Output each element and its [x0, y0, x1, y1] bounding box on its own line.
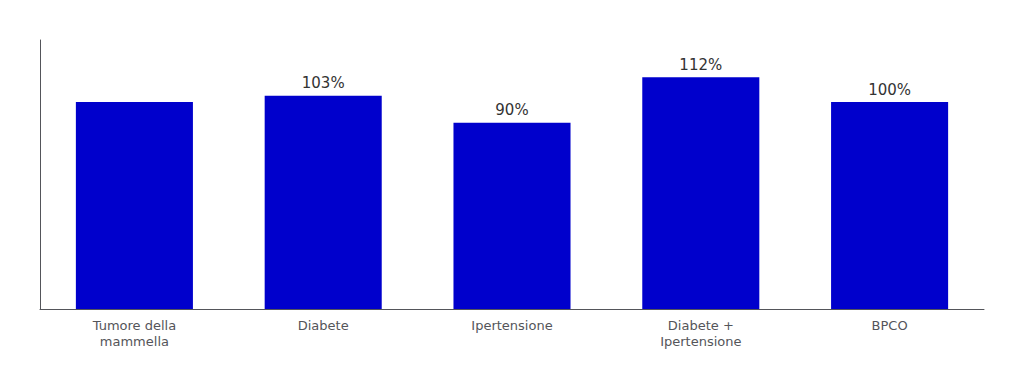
- svg-text:mammella: mammella: [100, 334, 169, 349]
- svg-text:103%: 103%: [302, 74, 345, 92]
- svg-text:Diabete: Diabete: [298, 318, 349, 333]
- svg-text:90%: 90%: [495, 101, 528, 119]
- svg-text:Tumore della: Tumore della: [92, 318, 176, 333]
- svg-text:112%: 112%: [679, 56, 722, 74]
- svg-text:Ipertensione: Ipertensione: [471, 318, 552, 333]
- svg-text:Diabete +: Diabete +: [668, 318, 734, 333]
- svg-text:100%: 100%: [868, 81, 911, 99]
- svg-text:Ipertensione: Ipertensione: [660, 334, 741, 349]
- svg-text:BPCO: BPCO: [872, 318, 908, 333]
